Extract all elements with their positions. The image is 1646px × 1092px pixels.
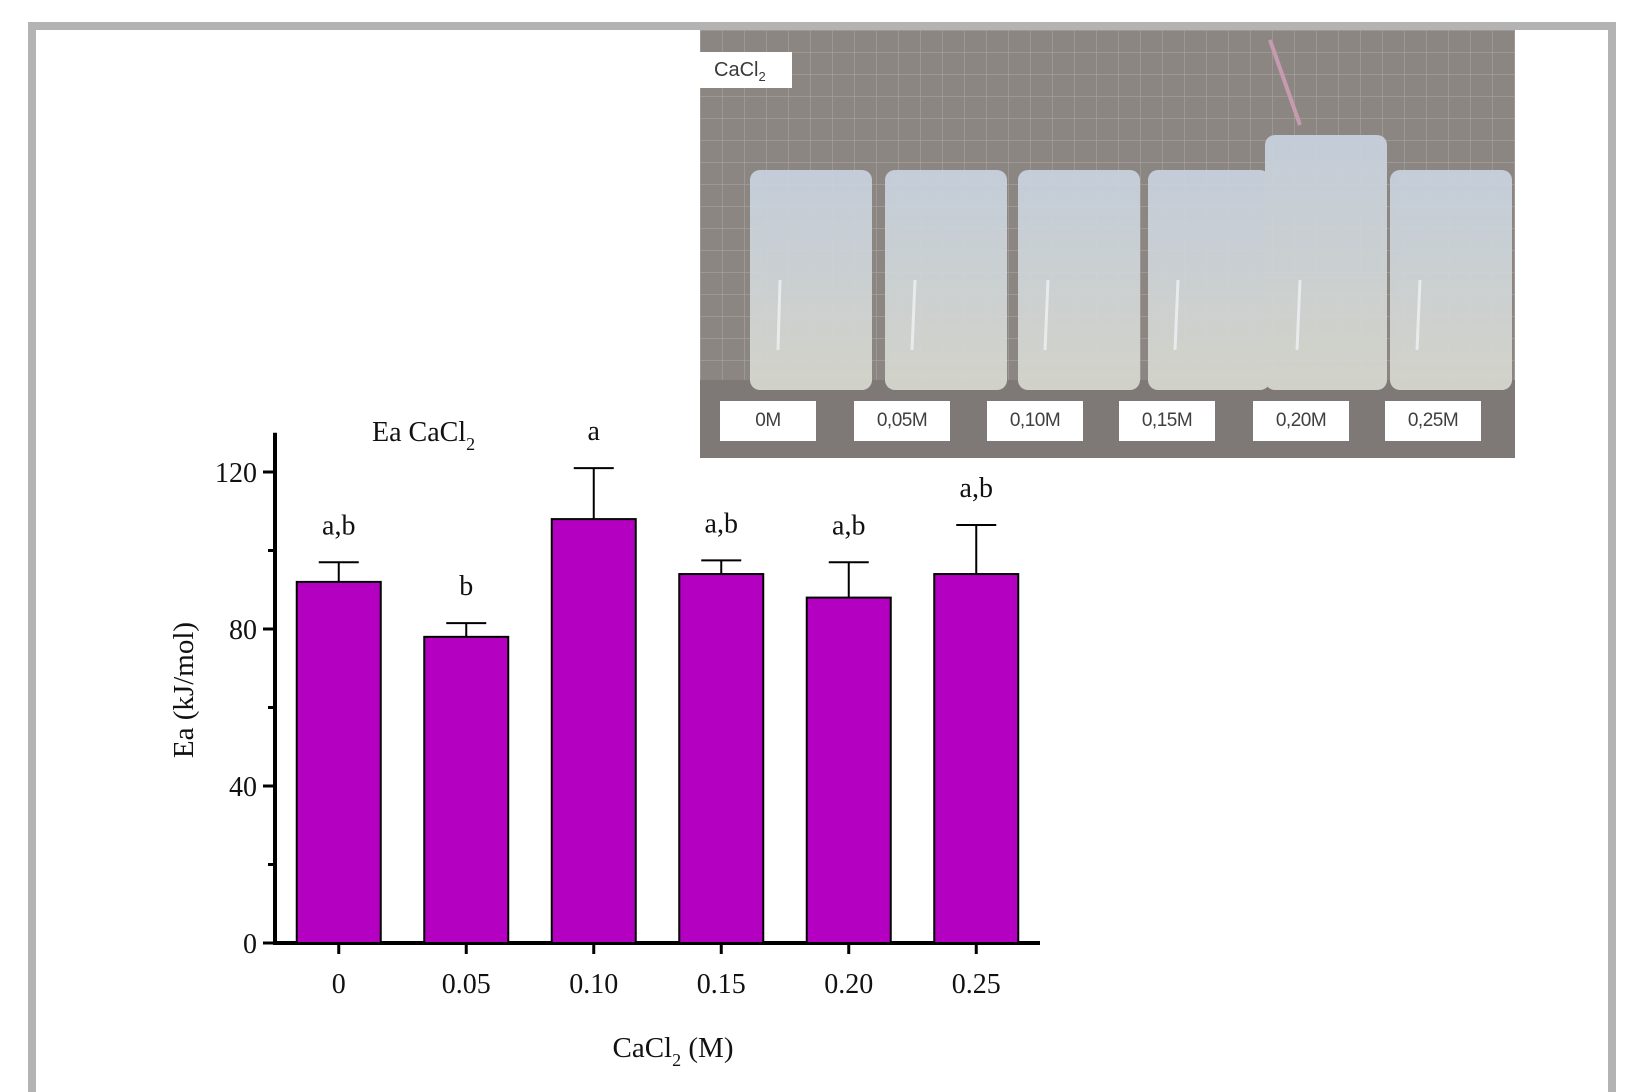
significance-label: a	[588, 416, 601, 447]
vial-label: 0,05M	[854, 401, 950, 441]
bar	[805, 596, 892, 944]
significance-label: b	[459, 571, 473, 602]
vial-label: 0,25M	[1385, 401, 1481, 441]
bar	[678, 573, 765, 944]
significance-label: a,b	[832, 510, 865, 541]
x-tick-label: 0.10	[569, 969, 618, 1000]
bar	[933, 573, 1020, 944]
y-axis-label: Ea (kJ/mol)	[168, 622, 200, 758]
y-tick-label: 80	[229, 615, 257, 646]
vial-label: 0M	[720, 401, 816, 441]
x-tick-label: 0.15	[697, 969, 746, 1000]
significance-label: a,b	[705, 508, 738, 539]
significance-label: a,b	[322, 510, 355, 541]
photo-title: CaCl2	[700, 52, 792, 88]
bar	[295, 580, 382, 945]
x-tick-label: 0.20	[824, 969, 873, 1000]
y-tick-label: 120	[215, 458, 257, 489]
y-tick-label: 40	[229, 772, 257, 803]
x-axis-label: CaCl2 (M)	[613, 1032, 734, 1070]
x-tick-label: 0.25	[952, 969, 1001, 1000]
bar	[550, 518, 637, 944]
bar	[423, 635, 510, 944]
vial-photo: CaCl2 0M 0,05M 0,10M 0,15M 0,20M 0,25M	[700, 30, 1515, 458]
x-tick-label: 0	[332, 969, 346, 1000]
y-tick-label: 0	[243, 929, 257, 960]
vial-label: 0,10M	[987, 401, 1083, 441]
vial-label: 0,20M	[1253, 401, 1349, 441]
vial-photo-image	[700, 30, 1515, 458]
x-tick-label: 0.05	[442, 969, 491, 1000]
vial-label: 0,15M	[1119, 401, 1215, 441]
chart-title: Ea CaCl2	[372, 417, 475, 454]
significance-label: a,b	[960, 473, 993, 504]
